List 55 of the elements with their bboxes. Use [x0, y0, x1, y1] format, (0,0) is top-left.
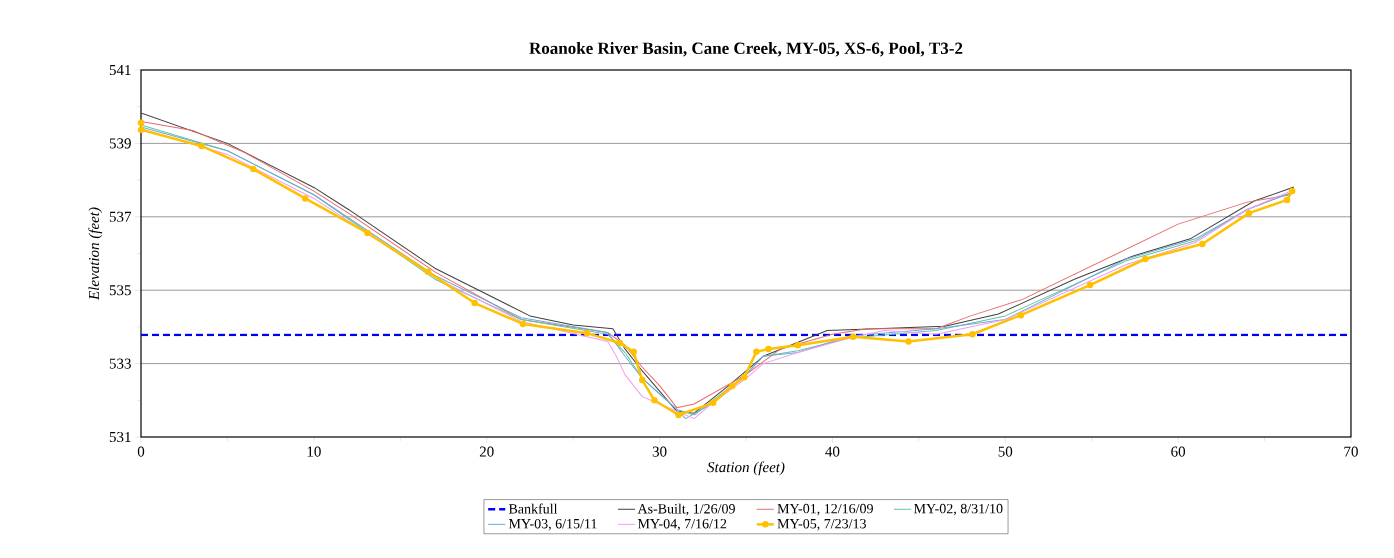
x-tick-label: 60	[1171, 446, 1186, 457]
x-tick-label: 30	[652, 446, 667, 457]
point	[1245, 209, 1253, 217]
chart-title: Roanoke River Basin, Cane Creek, MY-05, XS-6, Pool, T3-2	[529, 42, 963, 57]
point	[1283, 196, 1291, 204]
x-tick-label: 70	[1344, 446, 1358, 457]
point	[1288, 187, 1296, 195]
point	[651, 397, 658, 404]
legend-label: MY-04, 7/16/12	[637, 518, 727, 531]
x-tick-label: 10	[307, 446, 321, 457]
point	[639, 376, 646, 384]
point	[765, 345, 772, 353]
point	[583, 329, 591, 337]
point	[709, 399, 717, 407]
point	[1142, 255, 1149, 263]
y-tick-label: 535	[109, 285, 131, 296]
point	[753, 348, 760, 356]
point	[424, 268, 432, 276]
point	[1199, 240, 1206, 248]
point	[137, 119, 145, 127]
legend-label: MY-02, 8/31/10	[914, 503, 1003, 516]
legend-label: As-Built, 1/26/09	[637, 503, 735, 516]
y-tick-label: 537	[109, 211, 132, 222]
legend-label: MY-03, 6/15/11	[508, 518, 597, 531]
x-tick-label: 0	[137, 446, 145, 457]
y-tick-label: 533	[109, 358, 131, 369]
point	[1017, 311, 1025, 319]
point	[675, 411, 682, 419]
point	[849, 333, 857, 341]
point	[301, 195, 309, 202]
point	[519, 320, 527, 328]
point	[364, 229, 371, 237]
y-axis-title: Elevation (feet)	[88, 207, 103, 301]
point	[250, 165, 257, 173]
point	[969, 330, 976, 338]
legend-label: MY-05, 7/23/13	[777, 518, 866, 531]
legend-label: Bankfull	[508, 503, 558, 514]
x-tick-label: 40	[825, 446, 840, 457]
legend-label: MY-01, 12/16/09	[777, 503, 873, 516]
x-tick-label: 20	[479, 446, 494, 457]
point	[905, 338, 912, 345]
y-tick-label: 531	[109, 431, 131, 443]
point	[471, 299, 478, 307]
point	[616, 339, 624, 347]
y-tick-label: 541	[109, 64, 131, 76]
point	[137, 126, 145, 134]
point	[1086, 281, 1094, 289]
y-tick-label: 539	[109, 138, 131, 149]
point	[794, 342, 802, 349]
point	[728, 382, 736, 390]
point	[741, 373, 748, 381]
point	[198, 142, 205, 150]
x-axis-title: Station (feet)	[707, 461, 785, 476]
point	[630, 348, 637, 356]
x-tick-label: 50	[998, 446, 1013, 457]
